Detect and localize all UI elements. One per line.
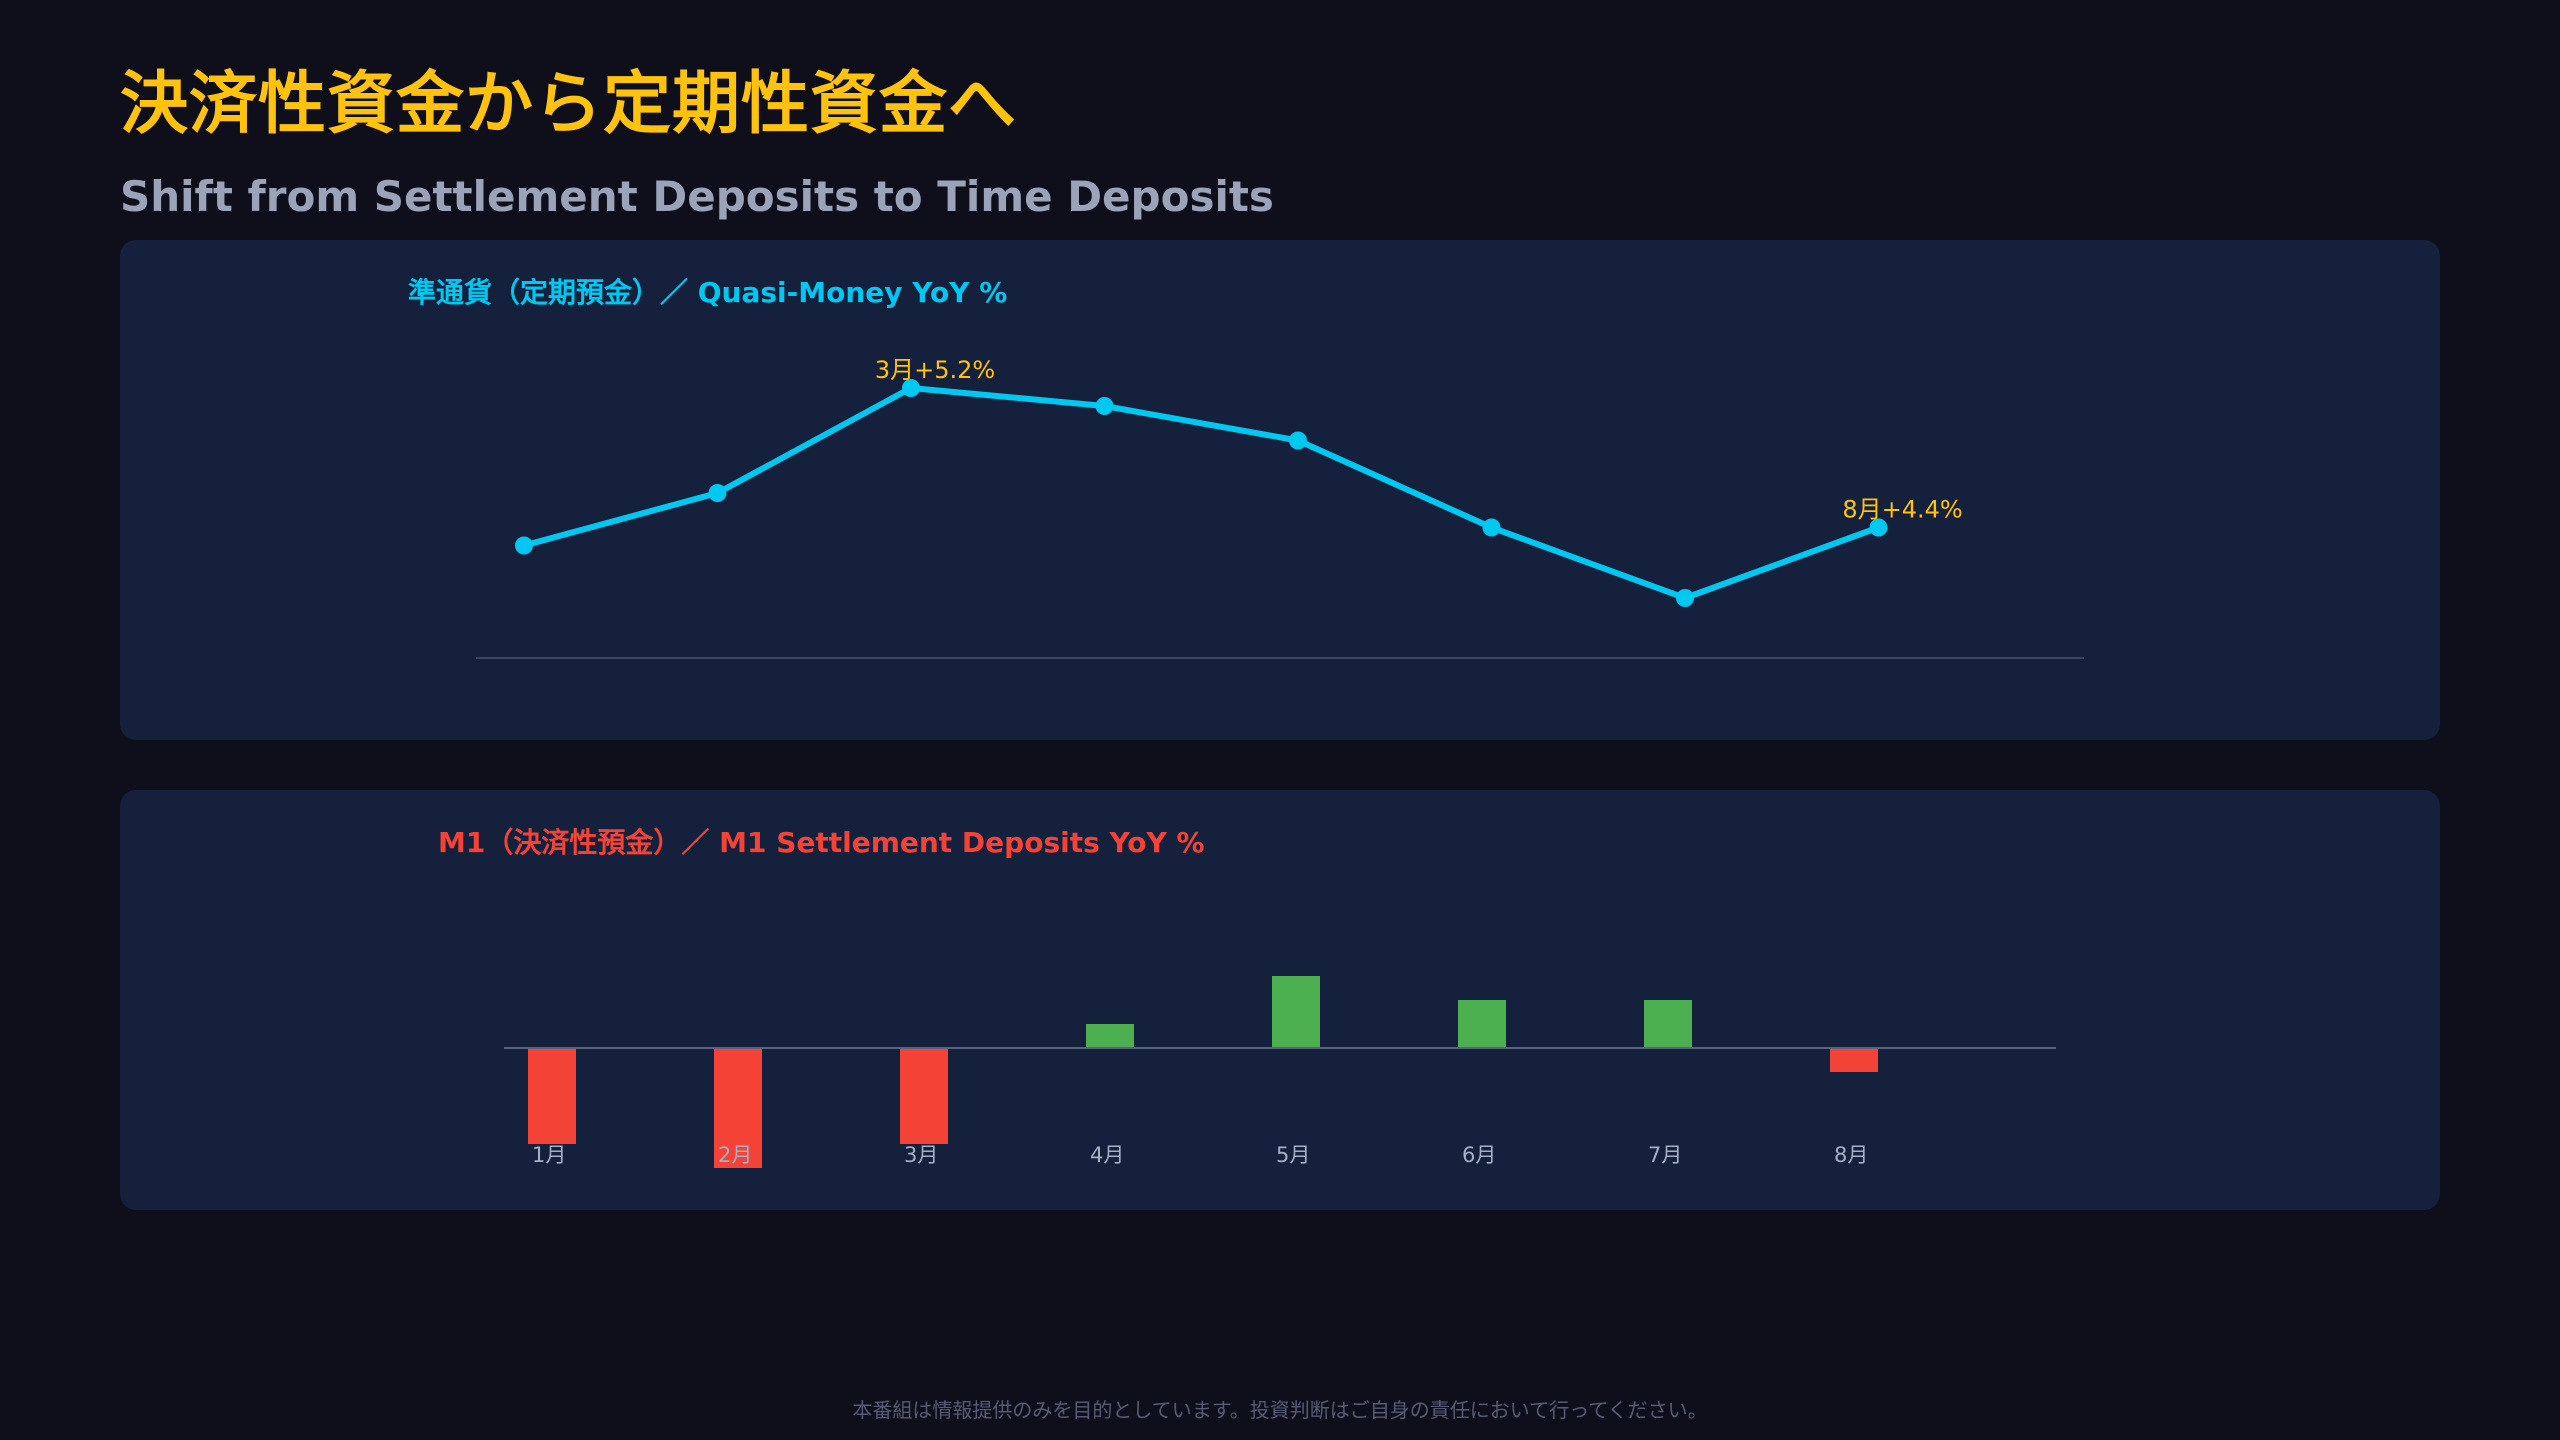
- page-title: 決済性資金から定期性資金へ: [120, 65, 1018, 144]
- data-point-5: [1289, 431, 1307, 450]
- line-chart-marks: 3月+5.2% 8月+4.4%: [476, 356, 2084, 659]
- quasi-money-chart-title: 準通貨（定期預金）／ Quasi-Money YoY %: [408, 276, 1007, 309]
- x-tick-label-8: 8月: [1834, 1143, 1868, 1167]
- x-tick-label-7: 7月: [1648, 1143, 1682, 1167]
- quasi-money-panel: 準通貨（定期預金）／ Quasi-Money YoY % 3月+5.2% 8月+4…: [120, 240, 2440, 740]
- data-point-2: [708, 484, 727, 502]
- data-point-7: [1676, 589, 1694, 607]
- x-tick-label-6: 6月: [1462, 1143, 1496, 1167]
- page-subtitle: Shift from Settlement Deposits to Time D…: [120, 172, 1274, 221]
- bar-7: [1644, 1000, 1692, 1048]
- x-tick-label-3: 3月: [904, 1143, 938, 1167]
- m1-bar-chart: M1（決済性預金）／ M1 Settlement Deposits YoY % …: [438, 826, 2056, 1168]
- x-tick-label-2: 2月: [718, 1143, 752, 1167]
- bar-8: [1830, 1048, 1878, 1072]
- m1-panel: M1（決済性預金）／ M1 Settlement Deposits YoY % …: [120, 790, 2440, 1210]
- x-tick-label-5: 5月: [1276, 1143, 1310, 1167]
- data-point-8: [1869, 518, 1888, 537]
- bar-chart-marks: 1月 2月 3月 4月 5月 6月 7月 8月: [504, 976, 2056, 1168]
- bar-1: [528, 1048, 576, 1144]
- data-point-4: [1095, 397, 1114, 415]
- m1-chart-title: M1（決済性預金）／ M1 Settlement Deposits YoY %: [438, 826, 1205, 859]
- quasi-money-line-chart: 準通貨（定期預金）／ Quasi-Money YoY % 3月+5.2% 8月+4…: [408, 276, 2084, 659]
- data-point-3: [902, 379, 920, 397]
- quasi-money-series-line: [521, 385, 1882, 601]
- x-tick-label-4: 4月: [1090, 1143, 1124, 1167]
- bar-4: [1086, 1024, 1134, 1048]
- annotation-label-8: 8月+4.4%: [1842, 496, 1962, 524]
- bar-5: [1272, 976, 1320, 1048]
- bar-2: [714, 1048, 762, 1168]
- disclaimer: 本番組は情報提供のみを目的としています。投資判断はご自身の責任において行ってくだ…: [852, 1398, 1708, 1422]
- data-point-1: [515, 536, 533, 555]
- bar-3: [900, 1048, 948, 1144]
- x-tick-label-1: 1月: [532, 1143, 566, 1167]
- data-point-6: [1482, 518, 1501, 537]
- annotation-label-3: 3月+5.2%: [875, 356, 995, 384]
- bar-6: [1458, 1000, 1506, 1048]
